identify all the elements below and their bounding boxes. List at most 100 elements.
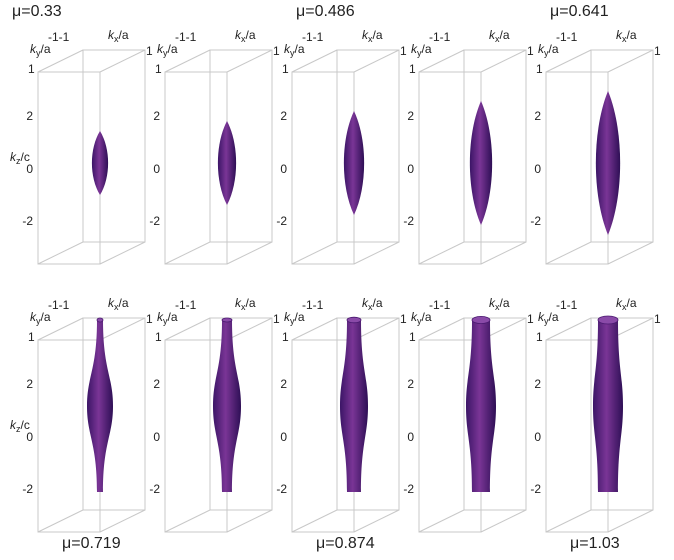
surface-cap bbox=[471, 315, 491, 324]
z-tick-label: 0 bbox=[407, 162, 414, 176]
box-edge bbox=[226, 509, 273, 533]
z-tick-label: -2 bbox=[276, 214, 287, 228]
surface-cap bbox=[346, 316, 362, 324]
axis-label-tail: /a bbox=[168, 42, 178, 56]
axis-label: ky/a bbox=[30, 42, 51, 58]
x-max-label: 1 bbox=[527, 44, 534, 58]
axis-label-sub: x bbox=[622, 34, 627, 44]
axis-label: kx/a bbox=[489, 296, 510, 312]
axis-label: kx/a bbox=[235, 296, 256, 312]
axis-label-base: k bbox=[616, 28, 623, 42]
box-edge bbox=[418, 49, 465, 73]
axis-label: kx/a bbox=[362, 28, 383, 44]
fermi-surface bbox=[469, 101, 493, 225]
axis-label-base: k bbox=[108, 296, 115, 310]
z-tick-label: 0 bbox=[153, 430, 160, 444]
axis-label-sub: y bbox=[290, 316, 295, 326]
fermi-surface bbox=[91, 131, 109, 195]
box-edge bbox=[164, 317, 211, 341]
axis-label-base: k bbox=[284, 310, 291, 324]
y-max-label: 1 bbox=[155, 62, 162, 76]
z-tick-label: -2 bbox=[403, 214, 414, 228]
xy-min-label: -1-1 bbox=[48, 298, 70, 312]
axis-label-sub: z bbox=[16, 156, 21, 166]
axis-label-sub: y bbox=[417, 48, 422, 58]
axis-label-base: k bbox=[362, 28, 369, 42]
xy-min-label: -1-1 bbox=[556, 298, 578, 312]
x-max-label: 1 bbox=[654, 312, 661, 326]
box-front bbox=[37, 339, 101, 533]
box-edge bbox=[37, 241, 84, 265]
xy-min-label: -1-1 bbox=[175, 298, 197, 312]
axis-label-sub: x bbox=[114, 34, 119, 44]
z-tick-label: 2 bbox=[280, 377, 287, 391]
axis-label-base: k bbox=[538, 310, 545, 324]
box-edge bbox=[99, 509, 146, 533]
box-back bbox=[209, 317, 273, 511]
box-edge bbox=[99, 317, 146, 341]
axis-label-tail: /a bbox=[246, 296, 256, 310]
y-max-label: 1 bbox=[409, 62, 416, 76]
x-max-label: 1 bbox=[273, 44, 280, 58]
box-edge bbox=[291, 241, 338, 265]
fermi-surface bbox=[595, 91, 621, 235]
box-edge bbox=[226, 241, 273, 265]
fermi-surface bbox=[593, 320, 623, 492]
box-back bbox=[82, 317, 146, 511]
axis-label: ky/a bbox=[284, 310, 305, 326]
axis-label-sub: y bbox=[36, 48, 41, 58]
z-tick-label: 2 bbox=[153, 377, 160, 391]
xy-min-label: -1-1 bbox=[429, 298, 451, 312]
mu-label: μ=0.874 bbox=[316, 535, 375, 552]
z-tick-label: -2 bbox=[149, 482, 160, 496]
box-edge bbox=[353, 317, 400, 341]
box-back bbox=[590, 317, 654, 511]
xy-min-label: -1-1 bbox=[302, 298, 324, 312]
box-edge bbox=[164, 49, 211, 73]
z-tick-label: -2 bbox=[22, 214, 33, 228]
x-max-label: 1 bbox=[146, 312, 153, 326]
axis-label-sub: x bbox=[368, 302, 373, 312]
y-max-label: 1 bbox=[282, 62, 289, 76]
z-tick-label: 2 bbox=[534, 377, 541, 391]
axis-label-tail: /a bbox=[295, 310, 305, 324]
axis-label: ky/a bbox=[411, 310, 432, 326]
axis-label-base: k bbox=[362, 296, 369, 310]
axis-label-sub: y bbox=[163, 48, 168, 58]
axis-label-sub: z bbox=[16, 424, 21, 434]
z-tick-label: -2 bbox=[530, 214, 541, 228]
axis-label-tail: /a bbox=[422, 310, 432, 324]
axis-label-sub: x bbox=[622, 302, 627, 312]
box-edge bbox=[99, 241, 146, 265]
axis-label-base: k bbox=[616, 296, 623, 310]
mu-label: μ=1.03 bbox=[570, 535, 620, 552]
axis-label-tail: /a bbox=[246, 28, 256, 42]
z-tick-label: 2 bbox=[407, 109, 414, 123]
axis-label-base: k bbox=[157, 310, 164, 324]
surface-cap bbox=[96, 317, 104, 323]
axis-label-tail: /a bbox=[500, 296, 510, 310]
axis-label-sub: x bbox=[368, 34, 373, 44]
surface-cap bbox=[221, 317, 233, 323]
box-edge bbox=[418, 317, 465, 341]
axis-label-tail: /a bbox=[41, 42, 51, 56]
x-max-label: 1 bbox=[654, 44, 661, 58]
z-tick-label: -2 bbox=[403, 482, 414, 496]
x-max-label: 1 bbox=[400, 44, 407, 58]
fermi-surface bbox=[340, 320, 368, 492]
box-edge bbox=[291, 317, 338, 341]
axis-label: kx/a bbox=[616, 28, 637, 44]
z-tick-label: -2 bbox=[530, 482, 541, 496]
z-tick-label: 0 bbox=[26, 430, 33, 444]
axis-label-tail: /a bbox=[373, 296, 383, 310]
axis-label: kx/a bbox=[235, 28, 256, 44]
axis-label-base: k bbox=[157, 42, 164, 56]
xy-min-label: -1-1 bbox=[556, 30, 578, 44]
box-edge bbox=[291, 509, 338, 533]
z-tick-label: 2 bbox=[26, 377, 33, 391]
box-edge bbox=[226, 317, 273, 341]
axis-label-base: k bbox=[538, 42, 545, 56]
axis-label-tail: /a bbox=[119, 296, 129, 310]
axis-label-base: k bbox=[108, 28, 115, 42]
